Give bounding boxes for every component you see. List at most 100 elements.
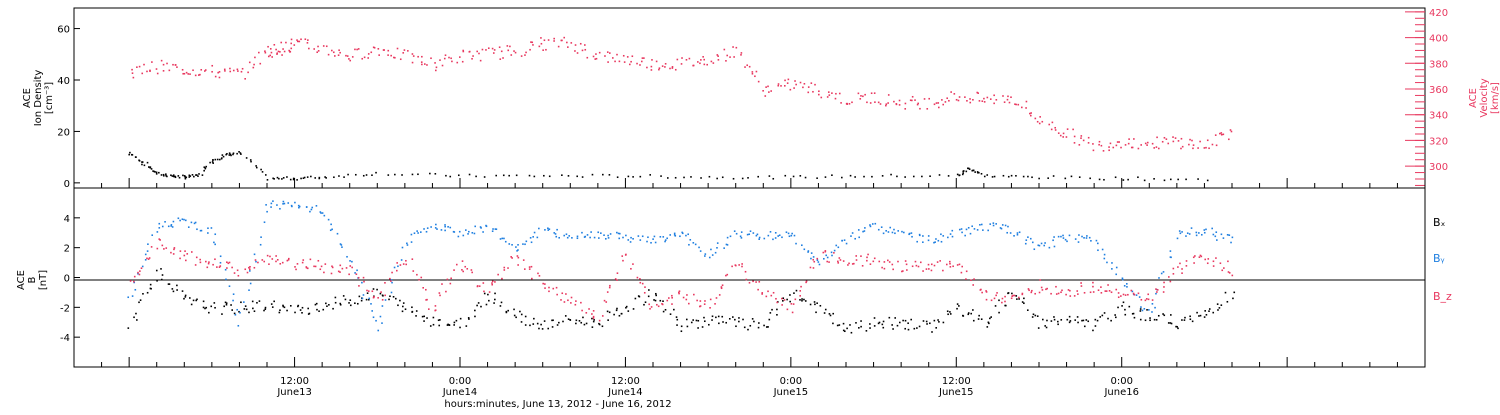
velocity-series-point — [530, 41, 532, 43]
velocity-series-point — [1054, 126, 1057, 129]
bz-series-point — [507, 267, 509, 269]
bz-series-point — [592, 310, 595, 312]
bz-series-point — [179, 250, 182, 252]
velocity-series-point — [595, 57, 598, 60]
bz-series-point — [1069, 295, 1072, 297]
density-series-point — [1169, 178, 1172, 181]
bx-series-point — [734, 318, 736, 321]
bx-series-point — [676, 324, 678, 326]
velocity-series-point — [755, 70, 758, 73]
density-series-point — [250, 160, 252, 163]
bz-series-point — [1133, 293, 1136, 296]
by-series-point — [910, 232, 913, 234]
bz-series-point — [949, 266, 952, 268]
bz-series-point — [494, 281, 496, 283]
velocity-series-point — [356, 48, 358, 51]
bx-series-point — [776, 308, 778, 311]
bx-series-point — [1057, 320, 1059, 323]
bz-series-point — [632, 263, 634, 265]
bz-series-point — [824, 250, 827, 252]
by-series-point — [458, 230, 461, 233]
bz-series-point — [1223, 267, 1225, 269]
by-series-point — [653, 235, 656, 238]
bz-series-point — [641, 282, 644, 285]
velocity-series-point — [909, 99, 912, 102]
bx-series-point — [415, 315, 417, 317]
by-series-point — [131, 295, 134, 297]
by-series-point — [617, 232, 620, 235]
bz-series-point — [928, 268, 930, 270]
by-series-point — [305, 206, 308, 208]
bx-series-point — [801, 299, 803, 302]
bx-series-point — [297, 304, 300, 307]
density-series-point — [162, 173, 165, 176]
velocity-series-point — [859, 98, 862, 100]
bz-series-point — [1179, 262, 1181, 265]
density-series-point — [184, 175, 186, 178]
bz-series-point — [1156, 291, 1158, 293]
by-series-point — [161, 225, 164, 228]
bx-series-point — [929, 322, 931, 325]
velocity-series-point — [628, 63, 631, 66]
bx-series-point — [655, 294, 657, 297]
by-series-point — [748, 233, 751, 236]
density-series-point — [967, 167, 970, 170]
density-series-point — [178, 176, 181, 179]
bz-series-point — [927, 263, 930, 266]
bx-series-point — [208, 311, 210, 314]
bx-series-point — [562, 320, 564, 323]
bz-series-point — [345, 267, 348, 269]
by-series-point — [1078, 234, 1080, 236]
bx-series-point — [1036, 315, 1039, 317]
velocity-series-point — [424, 63, 426, 65]
velocity-series-point — [293, 44, 296, 46]
by-series-point — [940, 233, 942, 236]
velocity-series-point — [777, 83, 780, 85]
x-tick-label: 0:00 — [780, 376, 802, 387]
velocity-series-point — [993, 102, 995, 105]
bx-series-point — [819, 304, 822, 307]
bx-series-point — [922, 320, 925, 322]
density-series-point — [343, 176, 345, 178]
density-label-line3: [cm⁻³] — [44, 82, 55, 114]
velocity-series-point — [873, 92, 876, 94]
bz-series-point — [847, 264, 849, 266]
velocity-series-point — [240, 70, 243, 73]
by-series-point — [590, 231, 592, 233]
bx-series-point — [738, 317, 740, 319]
velocity-series-point — [1144, 142, 1147, 145]
bz-series-point — [542, 282, 544, 285]
velocity-series-point — [845, 102, 848, 105]
bx-series-point — [582, 316, 584, 319]
bx-series-point — [978, 314, 980, 317]
bx-series-point — [858, 327, 860, 329]
velocity-series-point — [411, 61, 414, 64]
bx-series-point — [339, 302, 342, 305]
velocity-series-point — [337, 54, 340, 56]
bx-series-point — [1149, 319, 1151, 322]
bz-series-point — [1080, 282, 1082, 284]
bx-series-point — [1191, 320, 1194, 323]
by-series-point — [576, 237, 579, 240]
bx-series-point — [662, 300, 664, 303]
by-series-point — [739, 235, 742, 238]
bz-series-point — [1080, 285, 1083, 287]
bx-series-point — [690, 321, 693, 324]
density-series-point — [255, 165, 257, 167]
velocity-series-point — [298, 40, 301, 43]
by-series-point — [1111, 268, 1113, 270]
bx-series-point — [564, 315, 567, 317]
by-series-point — [965, 228, 968, 231]
bx-series-point — [366, 292, 369, 294]
bz-series-point — [418, 278, 420, 281]
velocity-series-point — [1118, 141, 1120, 143]
bx-series-point — [891, 324, 893, 326]
bx-series-point — [676, 318, 679, 321]
density-axis-label: ACE Ion Density [cm⁻³] — [22, 70, 55, 127]
bz-series-point — [720, 287, 723, 290]
bx-series-point — [998, 299, 1000, 302]
bz-series-point — [207, 262, 210, 265]
velocity-series-point — [387, 49, 390, 52]
bx-series-point — [860, 320, 862, 322]
density-series-point — [804, 176, 807, 179]
